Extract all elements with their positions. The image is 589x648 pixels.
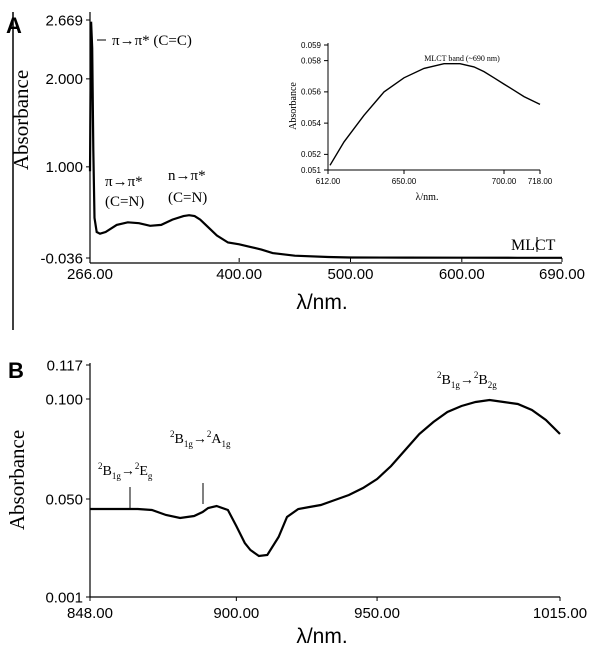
x-axis-label-b: λ/nm. bbox=[296, 625, 347, 648]
y-ticks-a: 2.669 2.000 1.000 -0.036 bbox=[40, 12, 90, 267]
x-tick-label: 266.00 bbox=[67, 266, 113, 283]
annotation-b1g-a1g: 2B1g→2A1g bbox=[170, 429, 231, 504]
y-tick-label: 0.117 bbox=[47, 357, 83, 374]
y-tick-label: 0.050 bbox=[45, 491, 83, 508]
inset-absorbance-line bbox=[329, 63, 541, 166]
y-tick-label: 0.052 bbox=[301, 150, 322, 159]
annotation-mlct: MLCT bbox=[511, 237, 556, 254]
panel-b: B 0.117 0.100 0.050 0.001 848.00 900.00 950.0… bbox=[5, 357, 587, 648]
inset-mlct: 0.059 0.058 0.056 0.054 0.052 0.051 612.00 650… bbox=[288, 41, 553, 203]
x-tick-label: 848.00 bbox=[67, 605, 113, 622]
inset-y-ticks: 0.059 0.058 0.056 0.054 0.052 0.051 bbox=[301, 41, 328, 175]
inset-y-axis-label: Absorbance bbox=[288, 82, 299, 130]
y-tick-label: 0.001 bbox=[45, 589, 83, 606]
inset-title: MLCT band (~690 nm) bbox=[424, 54, 500, 63]
x-ticks-a: 266.00 400.00 500.00 600.00 690.00 bbox=[67, 258, 585, 283]
x-tick-label: 612.00 bbox=[316, 177, 341, 186]
annotation-n-cn-sub: (C=N) bbox=[168, 190, 207, 206]
x-tick-label: 500.00 bbox=[328, 266, 374, 283]
x-tick-label: 400.00 bbox=[216, 266, 262, 283]
annotation-pi-cn: π→π* bbox=[105, 174, 143, 190]
svg-text:2B1g→2B2g: 2B1g→2B2g bbox=[437, 370, 497, 390]
panel-a: A 2.669 2.000 1.000 -0.036 266.00 400.00 500.… bbox=[6, 12, 585, 330]
y-tick-label: 2.669 bbox=[45, 12, 83, 29]
x-tick-label: 650.00 bbox=[392, 177, 417, 186]
y-axis-label-b: Absorbance bbox=[5, 430, 29, 530]
svg-text:2B1g→2A1g: 2B1g→2A1g bbox=[170, 429, 231, 449]
x-tick-label: 950.00 bbox=[354, 605, 400, 622]
annotation-n-cn: n→π* bbox=[168, 168, 206, 184]
x-tick-label: 700.00 bbox=[492, 177, 517, 186]
x-tick-label: 900.00 bbox=[213, 605, 259, 622]
annotation-pi-cc: π→π* (C=C) bbox=[112, 33, 192, 49]
y-tick-label: 0.056 bbox=[301, 88, 322, 97]
y-ticks-b: 0.117 0.100 0.050 0.001 bbox=[45, 357, 90, 606]
x-tick-label: 600.00 bbox=[439, 266, 485, 283]
y-tick-label: 0.100 bbox=[45, 391, 83, 408]
annotation-b1g-b2g: 2B1g→2B2g bbox=[437, 370, 497, 390]
x-tick-label: 718.00 bbox=[528, 177, 553, 186]
panel-label-a: A bbox=[6, 13, 22, 38]
absorbance-line-a bbox=[88, 21, 562, 259]
absorbance-line-b bbox=[90, 398, 561, 558]
inset-x-axis-label: λ/nm. bbox=[416, 192, 439, 203]
x-ticks-b: 848.00 900.00 950.00 1015.00 bbox=[67, 597, 587, 622]
y-tick-label: 0.054 bbox=[301, 119, 322, 128]
svg-text:2B1g→2Eg: 2B1g→2Eg bbox=[98, 461, 153, 481]
annotation-pi-cn-sub: (C=N) bbox=[105, 194, 144, 210]
panel-label-b: B bbox=[8, 358, 24, 383]
x-tick-label: 690.00 bbox=[539, 266, 585, 283]
y-tick-label: -0.036 bbox=[40, 250, 83, 267]
y-tick-label: 2.000 bbox=[45, 71, 83, 88]
y-tick-label: 0.051 bbox=[301, 166, 322, 175]
annotation-b1g-eg: 2B1g→2Eg bbox=[98, 461, 153, 508]
inset-x-ticks: 612.00 650.00 700.00 718.00 bbox=[316, 170, 553, 186]
y-axis-label-a: Absorbance bbox=[9, 70, 33, 170]
x-tick-label: 1015.00 bbox=[533, 605, 587, 622]
y-tick-label: 1.000 bbox=[45, 159, 83, 176]
y-tick-label: 0.059 bbox=[301, 41, 322, 50]
x-axis-label-a: λ/nm. bbox=[296, 291, 347, 314]
y-tick-label: 0.058 bbox=[301, 56, 322, 65]
